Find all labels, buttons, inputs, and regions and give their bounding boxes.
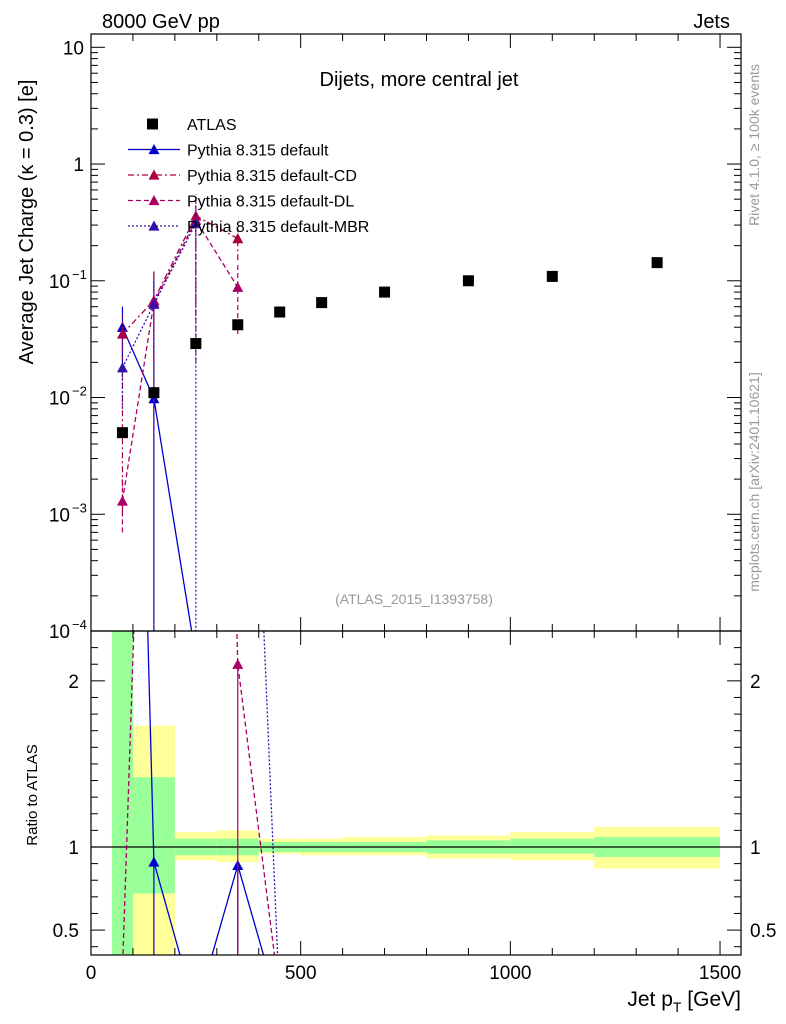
ratio-tick-label: 1	[68, 838, 79, 859]
y-tick-exponent: −2	[72, 384, 87, 399]
x-tick-label: 1000	[489, 963, 531, 984]
series-3-point-1	[148, 298, 160, 309]
ratio-0-point-1	[148, 856, 160, 867]
ratio-axis-label: Ratio to ATLAS	[24, 744, 41, 845]
series-2-point-0	[116, 495, 128, 506]
x-tick-label: 0	[86, 963, 97, 984]
series-line-2	[121, 218, 239, 502]
atlas-point-5	[316, 297, 328, 309]
y-tick-exponent: −1	[72, 267, 87, 282]
y-tick-label: 10	[63, 38, 84, 59]
y-tick-exponent: −3	[72, 500, 87, 515]
analysis-id: (ATLAS_2015_I1393758)	[335, 591, 493, 607]
y-tick-exponent: −4	[72, 617, 87, 632]
series-line-1	[121, 214, 239, 335]
atlas-point-0	[116, 427, 128, 439]
uncertainty-band-68-8	[510, 838, 595, 854]
atlas-point-4	[274, 306, 286, 318]
y-tick-label: 10	[49, 389, 70, 410]
ratio-tick-label: 2	[68, 672, 79, 693]
legend-atlas-marker	[147, 118, 158, 130]
atlas-point-6	[379, 286, 391, 298]
legend-label-0: Pythia 8.315 default	[187, 143, 329, 160]
atlas-point-7	[462, 275, 474, 287]
legend-label-2: Pythia 8.315 default-DL	[187, 194, 354, 211]
y-tick-label: 10	[49, 505, 70, 526]
x-tick-label: 500	[285, 963, 317, 984]
series-1-point-0	[116, 328, 128, 339]
y-axis-label: Average Jet Charge (κ = 0.3) [e]	[16, 80, 38, 365]
process-label: Jets	[693, 11, 730, 33]
legend-label-3: Pythia 8.315 default-MBR	[187, 219, 369, 236]
ratio-tick-label-right: 0.5	[750, 921, 776, 942]
atlas-point-2	[190, 338, 202, 350]
series-3-point-2	[190, 217, 202, 229]
ratio-tick-label-right: 1	[750, 838, 761, 859]
ratio-plot-frame	[90, 630, 742, 956]
atlas-point-1	[148, 387, 160, 399]
ratio-2-point-3	[232, 658, 244, 669]
x-axis-label: Jet pT [GeV]	[627, 988, 741, 1015]
energy-label: 8000 GeV pp	[102, 11, 220, 33]
mcplots-label: mcplots.cern.ch [arXiv:2401.10621]	[746, 372, 762, 591]
x-tick-label: 1500	[699, 963, 741, 984]
atlas-point-3	[232, 319, 244, 331]
series-1-point-3	[232, 233, 244, 244]
legend-marker-1	[148, 169, 160, 180]
series-line-0	[121, 326, 193, 631]
atlas-point-9	[651, 257, 663, 269]
legend-label-1: Pythia 8.315 default-CD	[187, 168, 357, 185]
atlas-point-8	[546, 270, 558, 282]
series-0-point-2	[190, 651, 201, 661]
plot-title: Dijets, more central jet	[320, 69, 519, 91]
legend-atlas-label: ATLAS	[187, 117, 237, 134]
series-2-point-3	[232, 281, 244, 292]
y-tick-label: 10	[49, 272, 70, 293]
uncertainty-band-68-0	[111, 631, 133, 955]
legend-marker-0	[148, 144, 160, 155]
legend-marker-2	[148, 195, 160, 206]
legend-marker-3	[148, 220, 160, 231]
ratio-line-0	[147, 631, 265, 955]
y-tick-label: 1	[73, 155, 84, 176]
y-tick-label: 10	[49, 622, 70, 643]
series-line-3	[121, 223, 197, 369]
rivet-label: Rivet 4.1.0, ≥ 100k events	[746, 64, 762, 226]
ratio-tick-label: 0.5	[53, 921, 79, 942]
series-3-point-0	[116, 362, 128, 373]
ratio-tick-label-right: 2	[750, 672, 761, 693]
